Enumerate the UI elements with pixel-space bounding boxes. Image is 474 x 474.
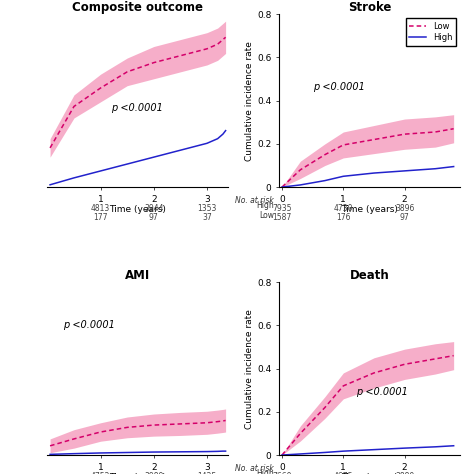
Legend: Low, High: Low, High bbox=[406, 18, 456, 46]
Text: 4675: 4675 bbox=[334, 472, 353, 474]
X-axis label: Time (years): Time (years) bbox=[341, 473, 398, 474]
Text: 3880: 3880 bbox=[395, 472, 414, 474]
Text: High: High bbox=[256, 469, 274, 474]
Text: 7660: 7660 bbox=[272, 472, 292, 474]
Text: 97: 97 bbox=[400, 213, 410, 222]
Text: No. at risk: No. at risk bbox=[236, 464, 274, 473]
Text: 97: 97 bbox=[149, 213, 159, 222]
Text: 4813: 4813 bbox=[91, 204, 110, 213]
Text: 176: 176 bbox=[336, 213, 351, 222]
Text: 1353: 1353 bbox=[197, 204, 217, 213]
Text: High: High bbox=[256, 201, 274, 210]
Title: Composite outcome: Composite outcome bbox=[73, 1, 203, 14]
Y-axis label: Cumulative incidence rate: Cumulative incidence rate bbox=[245, 41, 254, 161]
Title: Death: Death bbox=[349, 269, 389, 282]
Text: No. at risk: No. at risk bbox=[236, 196, 274, 205]
Text: Low: Low bbox=[259, 211, 274, 220]
Text: 4752: 4752 bbox=[91, 472, 110, 474]
Text: p <0.0001: p <0.0001 bbox=[64, 320, 115, 330]
Text: 3944: 3944 bbox=[144, 204, 164, 213]
Y-axis label: Cumulative incidence rate: Cumulative incidence rate bbox=[245, 309, 254, 428]
X-axis label: Time (years): Time (years) bbox=[341, 205, 398, 214]
Text: 4730: 4730 bbox=[334, 204, 353, 213]
X-axis label: Time (years): Time (years) bbox=[109, 205, 166, 214]
Text: 1425: 1425 bbox=[197, 472, 217, 474]
X-axis label: Time (years): Time (years) bbox=[109, 473, 166, 474]
Text: 37: 37 bbox=[202, 213, 212, 222]
Text: 1587: 1587 bbox=[273, 213, 292, 222]
Text: p <0.0001: p <0.0001 bbox=[356, 386, 408, 397]
Title: Stroke: Stroke bbox=[347, 1, 391, 14]
Text: 3896: 3896 bbox=[395, 204, 414, 213]
Text: p <0.0001: p <0.0001 bbox=[313, 82, 365, 92]
Text: 3989: 3989 bbox=[144, 472, 164, 474]
Text: p <0.0001: p <0.0001 bbox=[111, 103, 163, 113]
Text: 177: 177 bbox=[93, 213, 108, 222]
Title: AMI: AMI bbox=[125, 269, 150, 282]
Text: 7935: 7935 bbox=[272, 204, 292, 213]
